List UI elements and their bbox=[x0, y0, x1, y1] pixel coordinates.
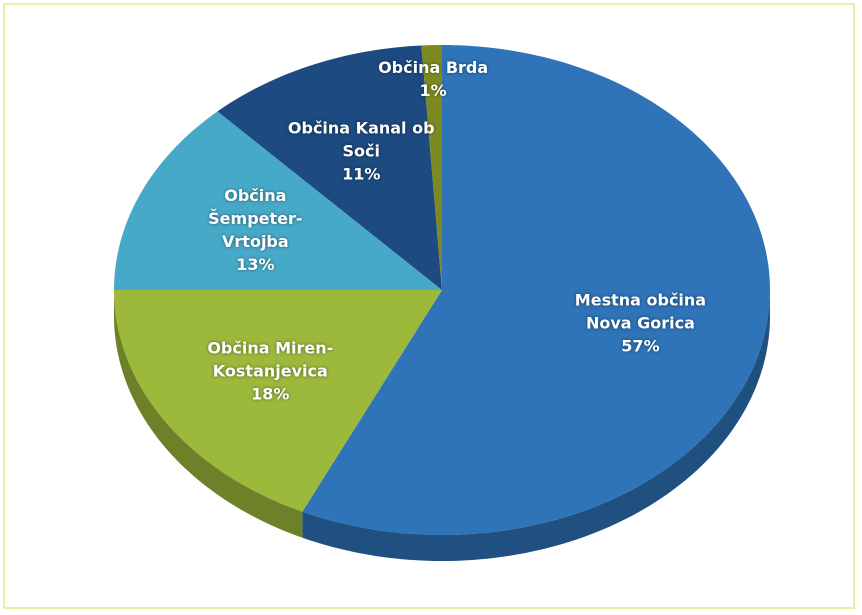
slice-value: 57% bbox=[621, 336, 660, 356]
data-label: Mestna občina Nova Gorica 57% bbox=[565, 289, 715, 358]
slice bbox=[217, 45, 442, 290]
slice-name: Občina Brda bbox=[378, 58, 489, 78]
slice-side bbox=[114, 290, 303, 538]
slice-side-shade bbox=[302, 290, 770, 561]
data-label: Občina Brda 1% bbox=[358, 56, 508, 102]
data-label: Občina Miren-Kostanjevica 18% bbox=[195, 337, 345, 406]
data-label: Občina Šempeter-Vrtojba 13% bbox=[180, 184, 330, 276]
slice-name: Občina Šempeter-Vrtojba bbox=[208, 185, 303, 251]
slice-value: 13% bbox=[236, 254, 275, 274]
slice-name: Občina Kanal ob Soči bbox=[287, 118, 435, 161]
slice-side-shade bbox=[114, 290, 303, 538]
slice bbox=[114, 111, 442, 291]
slice bbox=[114, 290, 442, 512]
slice-name: Mestna občina Nova Gorica bbox=[574, 290, 707, 333]
slice-value: 1% bbox=[419, 81, 447, 101]
slice-value: 18% bbox=[251, 384, 290, 404]
slice-name: Občina Miren-Kostanjevica bbox=[207, 338, 334, 381]
slice bbox=[421, 45, 442, 290]
slice-side bbox=[302, 290, 770, 561]
data-label: Občina Kanal ob Soči 11% bbox=[286, 116, 436, 185]
slice-value: 11% bbox=[342, 164, 381, 184]
slice bbox=[302, 45, 770, 535]
frame bbox=[3, 3, 855, 609]
